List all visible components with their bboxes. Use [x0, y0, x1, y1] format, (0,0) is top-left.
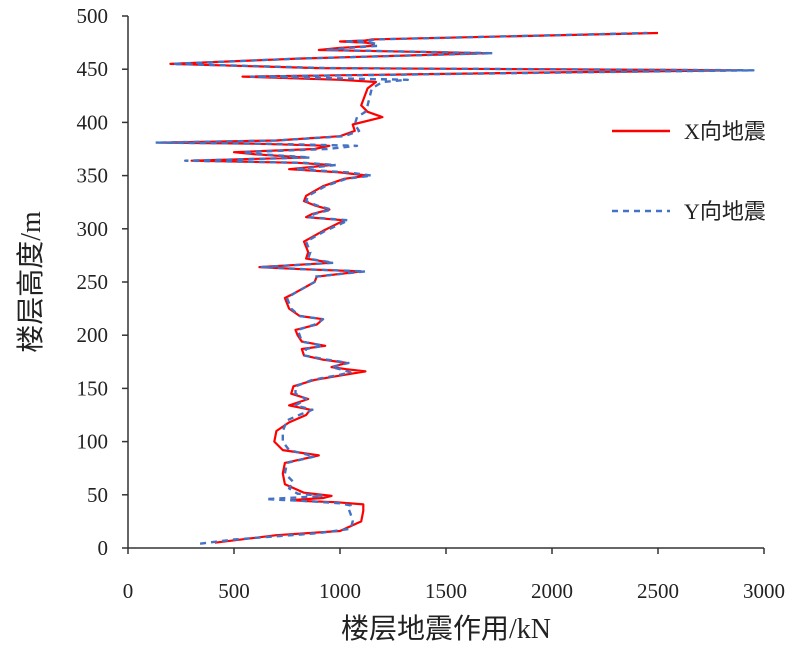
legend-label-y: Y向地震	[684, 199, 766, 224]
x-ticks: 0 500 1000 1500 2000 2500 3000	[123, 548, 785, 603]
y-tick-label: 150	[77, 376, 109, 400]
y-tick-label: 400	[77, 110, 109, 134]
x-tick-label: 3000	[743, 579, 785, 603]
y-tick-label: 50	[87, 483, 108, 507]
series-line-x	[160, 31, 744, 544]
y-tick-label: 300	[77, 217, 109, 241]
y-tick-label: 450	[77, 57, 109, 81]
x-tick-label: 1000	[319, 579, 361, 603]
x-tick-label: 2000	[531, 579, 573, 603]
x-tick-label: 1500	[425, 579, 467, 603]
x-tick-label: 2500	[637, 579, 679, 603]
y-tick-label: 100	[77, 430, 109, 454]
legend: X向地震 Y向地震	[612, 119, 766, 224]
y-tick-label: 350	[77, 164, 109, 188]
y-tick-label: 250	[77, 270, 109, 294]
y-tick-label: 0	[98, 536, 109, 560]
series-layer	[154, 31, 755, 545]
y-axis-title: 楼层高度/m	[15, 211, 47, 353]
y-tick-label: 500	[77, 4, 109, 28]
plot-area: 0 500 1000 1500 2000 2500 3000 0 50 100 150 200 250…	[77, 4, 786, 603]
x-tick-label: 500	[218, 579, 250, 603]
y-ticks: 0 50 100 150 200 250 300 350 400 450 500	[77, 4, 128, 560]
legend-label-x: X向地震	[684, 119, 766, 144]
x-axis-title: 楼层地震作用/kN	[341, 613, 551, 645]
series-line-y	[154, 31, 755, 545]
x-tick-label: 0	[123, 579, 134, 603]
y-tick-label: 200	[77, 323, 109, 347]
